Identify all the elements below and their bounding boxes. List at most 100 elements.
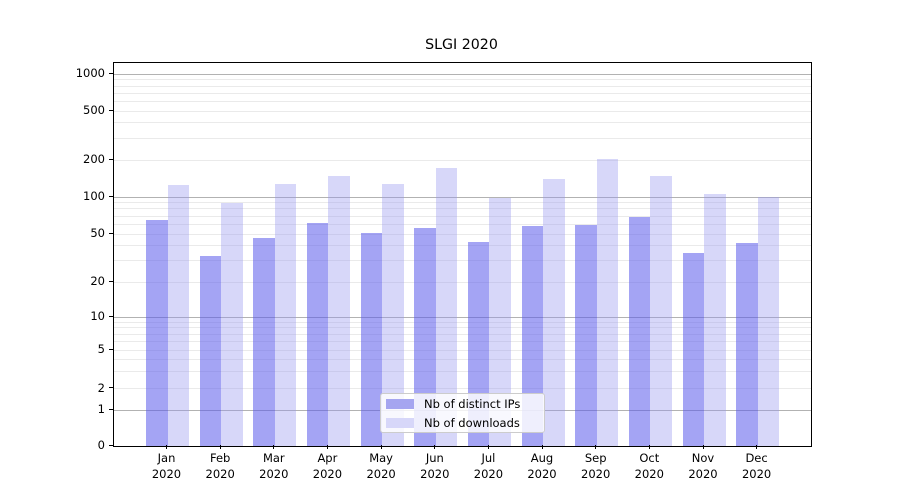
legend-swatch-downloads — [386, 417, 414, 428]
bar-downloads-feb — [221, 202, 243, 446]
legend-swatch-distinct-ips — [386, 398, 414, 409]
gridline-minor — [114, 79, 811, 81]
bar-distinct-ips-oct — [628, 216, 651, 446]
x-axis-tick-mark — [273, 445, 275, 449]
y-axis-tick-mark — [109, 158, 113, 160]
y-axis-tick-label: 20 — [90, 274, 105, 288]
bar-distinct-ips-feb — [199, 255, 222, 446]
bar-downloads-jun — [435, 168, 458, 446]
gridline-minor — [114, 371, 811, 373]
legend-label-distinct-ips: Nb of distinct IPs — [424, 396, 521, 411]
gridline-minor — [114, 223, 811, 225]
y-axis-tick-label: 5 — [97, 342, 105, 357]
gridline-minor — [114, 327, 811, 329]
bar-downloads-sep — [596, 159, 619, 446]
y-axis-tick-mark — [109, 387, 113, 389]
bar-downloads-jul — [489, 198, 511, 446]
y-axis-tick-mark — [109, 72, 113, 74]
legend-label-downloads: Nb of downloads — [424, 415, 520, 430]
y-axis-tick-label: 50 — [90, 226, 105, 240]
bar-downloads-mar — [274, 183, 297, 446]
x-axis-tick-mark — [756, 445, 758, 449]
bar-distinct-ips-apr — [306, 223, 329, 446]
y-axis-tick-label: 0 — [97, 438, 105, 452]
x-axis-tick-label-apr: Apr 2020 — [312, 451, 343, 481]
y-axis-tick-mark — [109, 315, 113, 317]
legend-row-distinct-ips: Nb of distinct IPs — [386, 397, 538, 411]
gridline-minor — [114, 333, 811, 335]
plot-inner — [114, 63, 811, 446]
gridline-minor — [114, 245, 811, 247]
y-axis-tick-mark — [109, 232, 113, 234]
y-axis-tick-mark — [109, 109, 113, 111]
y-axis-tick-mark — [109, 408, 113, 410]
gridline-minor — [114, 159, 811, 161]
bar-distinct-ips-aug — [521, 226, 544, 446]
plot-area — [113, 62, 812, 447]
x-axis-tick-label-nov: Nov 2020 — [688, 451, 718, 481]
x-axis-tick-label-aug: Aug 2020 — [527, 451, 557, 481]
x-axis-tick-mark — [380, 445, 382, 449]
y-axis-tick-label: 2 — [97, 380, 105, 395]
x-axis-tick-label-oct: Oct 2020 — [634, 451, 664, 481]
x-axis-tick-label-jun: Jun 2020 — [420, 451, 450, 481]
gridline-minor — [114, 202, 811, 204]
gridline-minor — [114, 388, 811, 390]
y-axis-tick-mark — [109, 444, 113, 446]
gridline-minor — [114, 100, 811, 102]
y-axis-tick-label: 10 — [90, 309, 105, 323]
gridline-minor — [114, 92, 811, 94]
gridline-minor — [114, 281, 811, 283]
bar-downloads-jan — [167, 185, 189, 446]
bar-downloads-aug — [543, 179, 565, 446]
y-axis-tick-label: 1000 — [75, 66, 105, 81]
chart-title: SLGI 2020 — [425, 37, 498, 53]
gridline-minor — [114, 122, 811, 124]
x-axis-tick-mark — [487, 445, 489, 449]
x-axis-tick-mark — [541, 445, 543, 449]
gridline-minor — [114, 359, 811, 361]
gridline-minor — [114, 85, 811, 87]
gridline-minor — [114, 260, 811, 262]
x-axis-tick-label-may: May 2020 — [366, 451, 396, 481]
y-axis-tick-mark — [109, 195, 113, 197]
bar-distinct-ips-mar — [253, 238, 275, 446]
bar-downloads-apr — [328, 176, 350, 446]
x-axis-tick-mark — [648, 445, 650, 449]
x-axis-tick-mark — [219, 445, 221, 449]
bar-downloads-may — [382, 183, 404, 446]
gridline-major — [114, 196, 811, 198]
bar-distinct-ips-sep — [575, 225, 597, 446]
legend: Nb of distinct IPs Nb of downloads — [380, 393, 545, 433]
x-axis-tick-label-dec: Dec 2020 — [741, 451, 772, 481]
x-axis-tick-mark — [702, 445, 704, 449]
legend-row-downloads: Nb of downloads — [386, 416, 538, 430]
bar-distinct-ips-dec — [736, 243, 758, 446]
gridline-minor — [114, 349, 811, 351]
x-axis-tick-mark — [166, 445, 167, 449]
x-axis-tick-label-sep: Sep 2020 — [581, 451, 611, 481]
y-axis-tick-label: 500 — [83, 103, 105, 117]
gridline-major — [114, 316, 811, 318]
y-axis-tick-label: 1 — [97, 402, 105, 416]
bar-distinct-ips-may — [360, 233, 383, 446]
bar-downloads-dec — [757, 197, 780, 446]
x-axis-tick-mark — [326, 445, 328, 449]
x-axis-tick-label-jul: Jul 2020 — [473, 451, 504, 481]
gridline-minor — [114, 321, 811, 323]
bar-distinct-ips-jan — [146, 220, 168, 446]
bar-distinct-ips-jun — [414, 228, 436, 446]
y-axis-tick-label: 100 — [83, 189, 105, 203]
gridline-major — [114, 73, 811, 75]
x-axis-tick-label-jan: Jan 2020 — [151, 451, 182, 481]
bar-downloads-nov — [704, 193, 726, 446]
gridline-minor — [114, 341, 811, 342]
gridline-minor — [114, 110, 811, 112]
gridline-minor — [114, 233, 811, 235]
x-axis-tick-mark — [595, 445, 597, 449]
y-axis-tick-mark — [109, 280, 113, 282]
x-axis-tick-label-feb: Feb 2020 — [205, 451, 235, 481]
x-axis-tick-mark — [434, 445, 436, 449]
y-axis-tick-mark — [109, 348, 113, 350]
